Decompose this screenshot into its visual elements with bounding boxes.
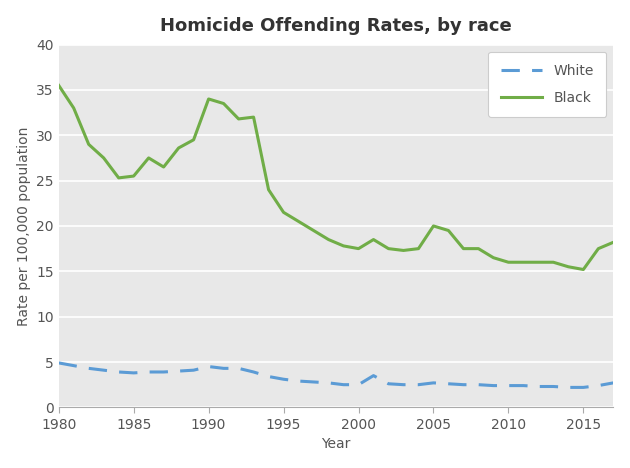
White [430, 380, 437, 386]
Black [190, 137, 197, 143]
White [235, 366, 243, 371]
Black [385, 246, 392, 251]
Black [324, 237, 332, 242]
Black [160, 164, 168, 170]
Black [310, 228, 318, 234]
White [85, 366, 93, 371]
Black [445, 228, 452, 234]
Black [370, 237, 377, 242]
Black [520, 259, 527, 265]
Black [399, 248, 407, 253]
Black [220, 101, 227, 106]
Black [535, 259, 542, 265]
White [175, 368, 183, 374]
White [520, 383, 527, 388]
White [549, 384, 557, 389]
White [610, 380, 617, 386]
Black [55, 82, 62, 88]
White [474, 382, 482, 388]
Black [415, 246, 422, 251]
White [100, 367, 108, 373]
Black [430, 223, 437, 229]
Legend: White, Black: White, Black [488, 51, 607, 117]
White [324, 380, 332, 386]
Black [100, 155, 108, 161]
White [115, 369, 122, 375]
White [490, 383, 497, 388]
White [505, 383, 512, 388]
White [160, 369, 168, 375]
White [385, 381, 392, 387]
White [145, 369, 152, 375]
Black [610, 240, 617, 245]
Black [564, 264, 572, 270]
White [130, 370, 137, 376]
White [55, 360, 62, 366]
Line: Black: Black [59, 85, 614, 270]
White [564, 385, 572, 390]
Line: White: White [59, 363, 614, 388]
Black [145, 155, 152, 161]
Black [235, 116, 243, 122]
Black [505, 259, 512, 265]
Black [265, 187, 272, 192]
Black [474, 246, 482, 251]
Black [549, 259, 557, 265]
White [250, 369, 258, 375]
White [415, 382, 422, 388]
White [280, 376, 287, 382]
White [399, 382, 407, 388]
X-axis label: Year: Year [321, 437, 351, 451]
White [295, 378, 302, 384]
Black [280, 210, 287, 215]
White [190, 367, 197, 373]
Black [175, 145, 183, 151]
Black [205, 96, 212, 102]
White [460, 382, 467, 388]
Black [580, 267, 587, 272]
Black [85, 141, 93, 147]
White [595, 383, 602, 388]
White [220, 366, 227, 371]
White [355, 382, 362, 388]
White [340, 382, 347, 388]
White [310, 379, 318, 385]
White [535, 384, 542, 389]
Black [250, 114, 258, 120]
Black [340, 243, 347, 249]
Title: Homicide Offending Rates, by race: Homicide Offending Rates, by race [160, 17, 512, 35]
White [265, 374, 272, 380]
Black [460, 246, 467, 251]
Black [295, 219, 302, 224]
Black [595, 246, 602, 251]
White [370, 373, 377, 379]
White [205, 364, 212, 369]
White [445, 381, 452, 387]
Black [355, 246, 362, 251]
Y-axis label: Rate per 100,000 population: Rate per 100,000 population [16, 126, 31, 326]
White [580, 385, 587, 390]
White [70, 363, 77, 368]
Black [70, 105, 77, 111]
Black [130, 173, 137, 179]
Black [115, 175, 122, 181]
Black [490, 255, 497, 261]
